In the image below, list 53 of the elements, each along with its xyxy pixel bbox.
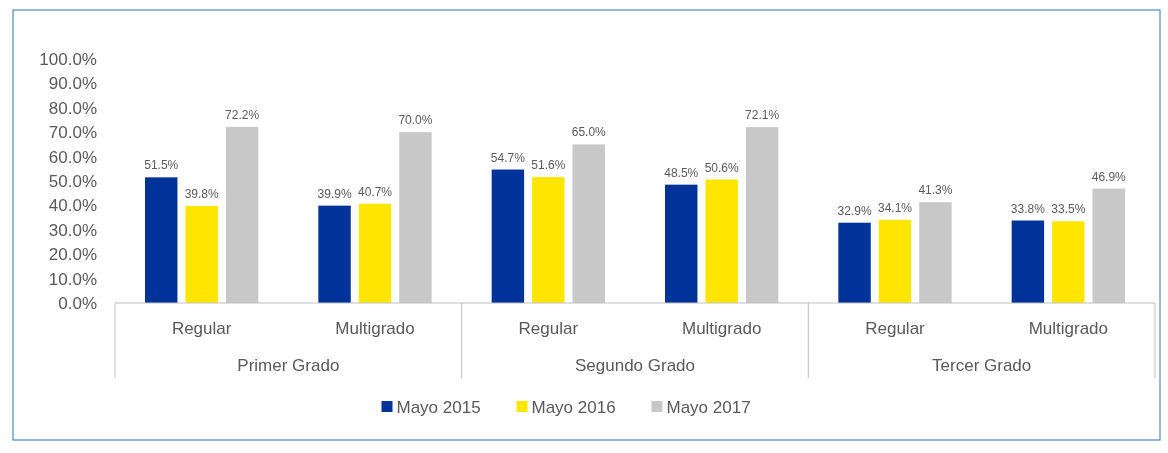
x-tick-label: Multigrado [335,319,415,338]
data-label: 70.0% [398,113,433,128]
data-label: 33.8% [1010,201,1046,216]
bar [185,205,218,303]
x-tick-label: Multigrado [1028,319,1109,338]
x-tick-label: Regular [171,319,232,338]
data-label: 48.5% [664,165,699,180]
bar [532,177,565,303]
bar [318,205,351,303]
data-label: 51.5% [144,158,179,173]
bar [665,184,698,303]
data-label: 72.1% [745,108,780,123]
x-tick-label: Regular [518,319,579,338]
bar [878,219,912,303]
data-label: 51.6% [531,158,566,173]
text: Segundo Grado [574,356,696,375]
y-tick-label: 60.0% [48,147,97,167]
data-label: 34.1% [877,200,913,215]
legend-label: Mayo 2017 [666,397,751,417]
bar [491,169,525,303]
legend-label: Mayo 2015 [396,397,481,417]
y-tick-label: 0.0% [58,293,97,313]
text: Tercer Grado [932,356,1032,375]
y-tick-label: 20.0% [48,245,97,265]
bar [1011,220,1045,303]
data-label: 40.7% [357,184,393,199]
bar [145,177,178,303]
data-label: 39.8% [184,186,220,201]
data-label: 65.0% [571,125,607,140]
bar [1052,221,1085,303]
text: Primer Grado [237,356,340,375]
legend-label: Mayo 2016 [531,397,616,417]
y-tick-label: 80.0% [48,98,97,118]
y-tick-label: 90.0% [48,74,97,94]
x-tick-label: Multigrado [681,319,762,338]
data-label: 72.2% [225,107,260,122]
bar [705,179,738,303]
data-label: 33.5% [1051,202,1086,217]
bar [838,222,871,303]
y-tick-label: 30.0% [48,220,97,240]
y-tick-label: 50.0% [48,171,97,191]
x-tick-label: Regular [865,319,926,338]
y-tick-label: 100.0% [39,49,97,69]
data-label: 46.9% [1091,169,1127,184]
data-label: 54.7% [490,150,526,165]
y-tick-label: 70.0% [48,123,97,143]
y-tick-label: 10.0% [48,269,97,289]
data-label: 50.6% [704,160,740,175]
bar [358,203,392,303]
data-label: 39.9% [317,186,352,201]
y-tick-label: 40.0% [48,196,97,216]
data-label: 41.3% [918,183,953,198]
data-label: 32.9% [837,203,872,218]
